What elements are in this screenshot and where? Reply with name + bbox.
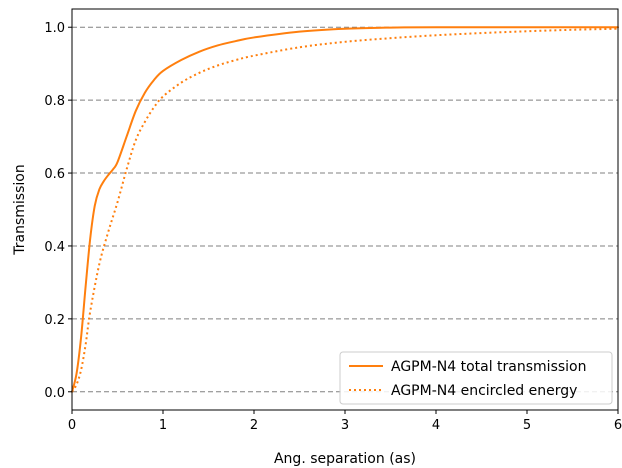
series-lines xyxy=(71,26,619,393)
legend-label-total-transmission: AGPM-N4 total transmission xyxy=(391,359,586,375)
series-line-total-transmission xyxy=(71,26,619,393)
x-tick-label: 6 xyxy=(614,418,622,433)
y-ticks: 0.0 0.2 0.4 0.6 0.8 1.0 xyxy=(44,21,72,401)
legend: AGPM-N4 total transmission AGPM-N4 encir… xyxy=(339,351,613,405)
y-axis-label: Transmission xyxy=(12,164,28,255)
x-ticks: 0 1 2 3 4 5 6 xyxy=(68,410,622,433)
gridlines xyxy=(72,26,618,393)
x-tick-label: 5 xyxy=(523,418,531,433)
x-tick-label: 3 xyxy=(341,418,349,433)
x-axis-label: Ang. separation (as) xyxy=(274,451,416,467)
legend-box xyxy=(339,351,613,405)
y-tick-label: 1.0 xyxy=(44,21,65,36)
series-line-encircled-energy xyxy=(71,27,619,393)
y-tick-label: 0.2 xyxy=(44,313,65,328)
y-tick-label: 0.0 xyxy=(44,386,65,401)
y-tick-label: 0.8 xyxy=(44,94,65,109)
x-tick-label: 4 xyxy=(432,418,440,433)
x-tick-label: 2 xyxy=(250,418,258,433)
y-tick-label: 0.4 xyxy=(44,240,65,255)
x-tick-label: 0 xyxy=(68,418,76,433)
y-tick-label: 0.6 xyxy=(44,167,65,182)
x-tick-label: 1 xyxy=(159,418,167,433)
legend-label-encircled-energy: AGPM-N4 encircled energy xyxy=(391,383,577,399)
plot-frame xyxy=(71,8,619,411)
